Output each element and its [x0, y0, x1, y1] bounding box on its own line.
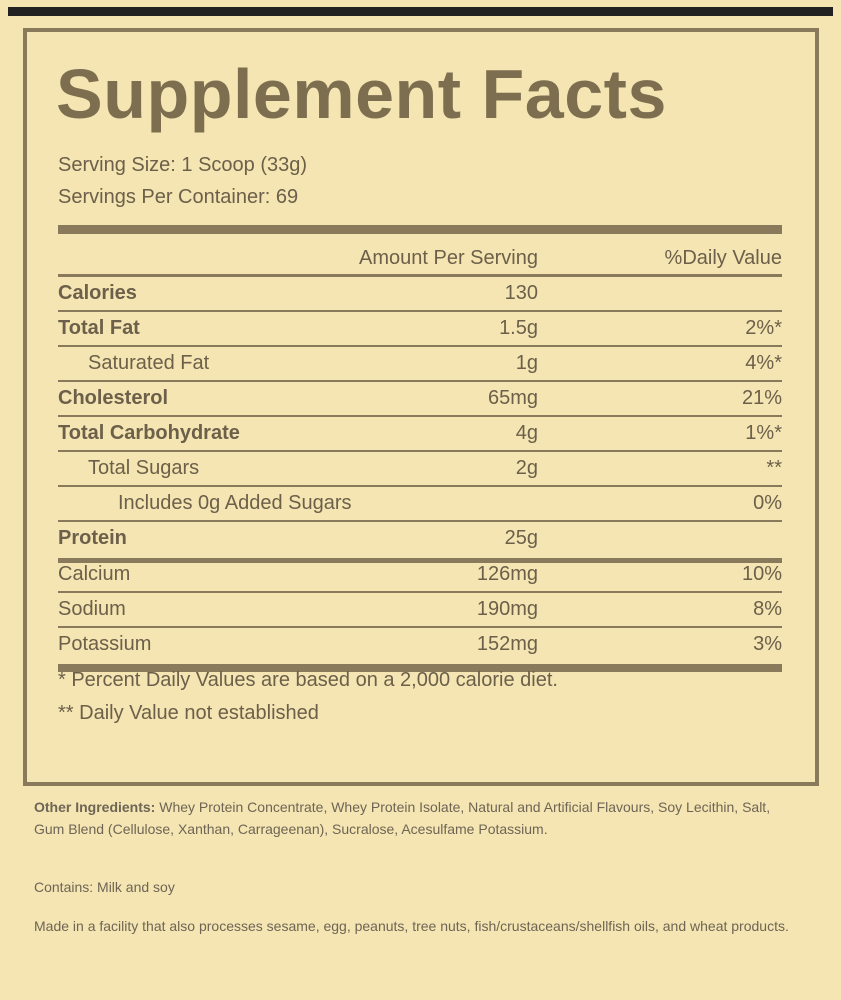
- rule: [58, 274, 782, 277]
- daily-value: 0%: [753, 492, 782, 514]
- daily-value: 3%: [753, 633, 782, 655]
- rule: [58, 415, 782, 417]
- daily-value: **: [766, 457, 782, 479]
- top-edge: [8, 7, 833, 16]
- amount: 1.5g: [499, 317, 538, 339]
- daily-value: 21%: [741, 387, 782, 409]
- amount: 126mg: [476, 563, 538, 585]
- ingredients-text: Whey Protein Concentrate, Whey Protein I…: [34, 799, 771, 837]
- amount: 65mg: [487, 387, 538, 409]
- nutrient-name: Includes 0g Added Sugars: [118, 492, 352, 514]
- title: Supplement Facts: [56, 55, 667, 133]
- rule: [58, 485, 782, 487]
- daily-value: 10%: [741, 563, 782, 585]
- amount: 4g: [515, 422, 538, 444]
- footnote: * Percent Daily Values are based on a 2,…: [58, 669, 558, 691]
- rule: [58, 591, 782, 593]
- serving-size: Serving Size: 1 Scoop (33g): [58, 154, 308, 176]
- amount: 25g: [504, 527, 538, 549]
- nutrient-name: Total Sugars: [88, 457, 200, 479]
- ingredients-label: Other Ingredients:: [34, 799, 156, 815]
- facts-box: [23, 28, 819, 786]
- amount: 2g: [515, 457, 538, 479]
- ingredients: Other Ingredients: Whey Protein Concentr…: [34, 796, 794, 840]
- nutrient-name: Sodium: [58, 598, 126, 620]
- daily-value: 1%*: [745, 422, 782, 444]
- footnote: ** Daily Value not established: [58, 702, 319, 724]
- daily-value: 2%*: [745, 317, 782, 339]
- daily-value: 8%: [753, 598, 782, 620]
- nutrient-name: Total Carbohydrate: [58, 422, 240, 444]
- rule: [58, 310, 782, 312]
- column-header: %Daily Value: [664, 247, 782, 269]
- thick-rule: [58, 664, 782, 672]
- contains: Contains: Milk and soy: [34, 879, 175, 895]
- amount: 152mg: [476, 633, 538, 655]
- amount: 190mg: [476, 598, 538, 620]
- rule: [58, 450, 782, 452]
- nutrient-name: Calcium: [58, 563, 131, 585]
- facility: Made in a facility that also processes s…: [34, 918, 789, 934]
- column-header: Amount Per Serving: [359, 247, 538, 269]
- rule: [58, 380, 782, 382]
- nutrient-name: Cholesterol: [58, 387, 169, 409]
- nutrient-name: Potassium: [58, 633, 152, 655]
- rule: [58, 520, 782, 522]
- daily-value: 4%*: [745, 352, 782, 374]
- rule: [58, 626, 782, 628]
- rule: [58, 345, 782, 347]
- thick-rule: [58, 225, 782, 234]
- nutrient-name: Protein: [58, 527, 127, 549]
- thick-rule: [58, 558, 782, 563]
- amount: 1g: [515, 352, 538, 374]
- servings-per-container: Servings Per Container: 69: [58, 186, 299, 208]
- amount: 130: [504, 282, 538, 304]
- nutrient-name: Calories: [58, 282, 137, 304]
- nutrient-name: Total Fat: [58, 317, 140, 339]
- nutrient-name: Saturated Fat: [88, 352, 210, 374]
